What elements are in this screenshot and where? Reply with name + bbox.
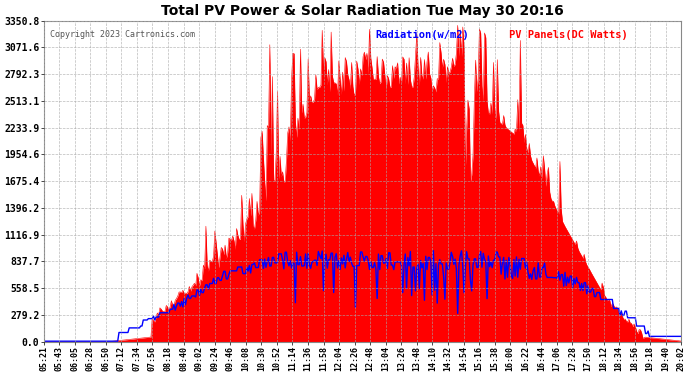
Text: Radiation(w/m2): Radiation(w/m2) (375, 30, 469, 40)
Text: Copyright 2023 Cartronics.com: Copyright 2023 Cartronics.com (50, 30, 195, 39)
Title: Total PV Power & Solar Radiation Tue May 30 20:16: Total PV Power & Solar Radiation Tue May… (161, 4, 564, 18)
Text: PV Panels(DC Watts): PV Panels(DC Watts) (509, 30, 628, 40)
